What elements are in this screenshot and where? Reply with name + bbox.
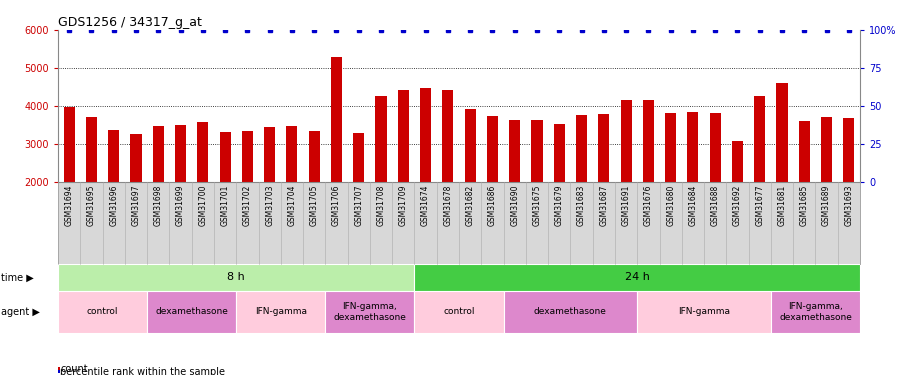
Text: percentile rank within the sample: percentile rank within the sample xyxy=(60,367,225,375)
Bar xyxy=(798,121,810,182)
Bar xyxy=(504,291,637,333)
Bar xyxy=(665,113,676,182)
Bar xyxy=(175,125,186,182)
Bar xyxy=(509,120,520,182)
Bar xyxy=(777,83,788,182)
Bar xyxy=(843,118,854,182)
Bar xyxy=(576,115,587,182)
Bar xyxy=(147,291,236,333)
Text: 24 h: 24 h xyxy=(625,273,650,282)
Bar xyxy=(325,291,414,333)
Bar xyxy=(130,134,141,182)
Bar xyxy=(236,291,325,333)
Bar xyxy=(754,96,765,182)
Text: IFN-gamma,
dexamethasone: IFN-gamma, dexamethasone xyxy=(779,302,852,322)
Text: time ▶: time ▶ xyxy=(1,273,34,282)
Bar xyxy=(353,133,364,182)
Bar xyxy=(331,57,342,182)
Bar xyxy=(709,113,721,182)
Bar xyxy=(464,109,476,182)
Bar xyxy=(197,122,209,182)
Bar xyxy=(86,117,97,182)
Bar xyxy=(620,99,632,182)
Bar xyxy=(58,291,147,333)
Text: control: control xyxy=(86,308,118,316)
Bar xyxy=(153,126,164,182)
Bar xyxy=(771,291,860,333)
Bar xyxy=(821,117,833,182)
Text: agent ▶: agent ▶ xyxy=(1,307,40,317)
Bar xyxy=(688,112,698,182)
Text: dexamethasone: dexamethasone xyxy=(155,308,228,316)
Bar xyxy=(442,90,454,182)
Bar xyxy=(598,114,609,182)
Text: 8 h: 8 h xyxy=(228,273,245,282)
Bar xyxy=(108,129,120,182)
Text: IFN-gamma,
dexamethasone: IFN-gamma, dexamethasone xyxy=(334,302,406,322)
Text: GDS1256 / 34317_g_at: GDS1256 / 34317_g_at xyxy=(58,16,202,29)
Text: IFN-gamma: IFN-gamma xyxy=(255,308,307,316)
Bar xyxy=(414,264,860,291)
Bar xyxy=(531,120,543,182)
Bar xyxy=(637,291,771,333)
Bar xyxy=(420,88,431,182)
Bar xyxy=(242,132,253,182)
Text: IFN-gamma: IFN-gamma xyxy=(678,308,730,316)
Bar xyxy=(220,132,230,182)
Bar xyxy=(554,124,565,182)
Text: dexamethasone: dexamethasone xyxy=(534,308,607,316)
Text: count: count xyxy=(60,364,88,374)
Bar xyxy=(398,90,409,182)
Bar xyxy=(286,126,298,182)
Bar xyxy=(732,141,743,182)
Bar xyxy=(58,264,414,291)
Bar xyxy=(64,107,75,182)
Bar xyxy=(264,127,275,182)
Bar xyxy=(309,131,320,182)
Bar xyxy=(487,116,498,182)
Bar xyxy=(375,96,387,182)
Bar xyxy=(643,100,654,182)
Text: control: control xyxy=(443,308,475,316)
Bar xyxy=(414,291,504,333)
